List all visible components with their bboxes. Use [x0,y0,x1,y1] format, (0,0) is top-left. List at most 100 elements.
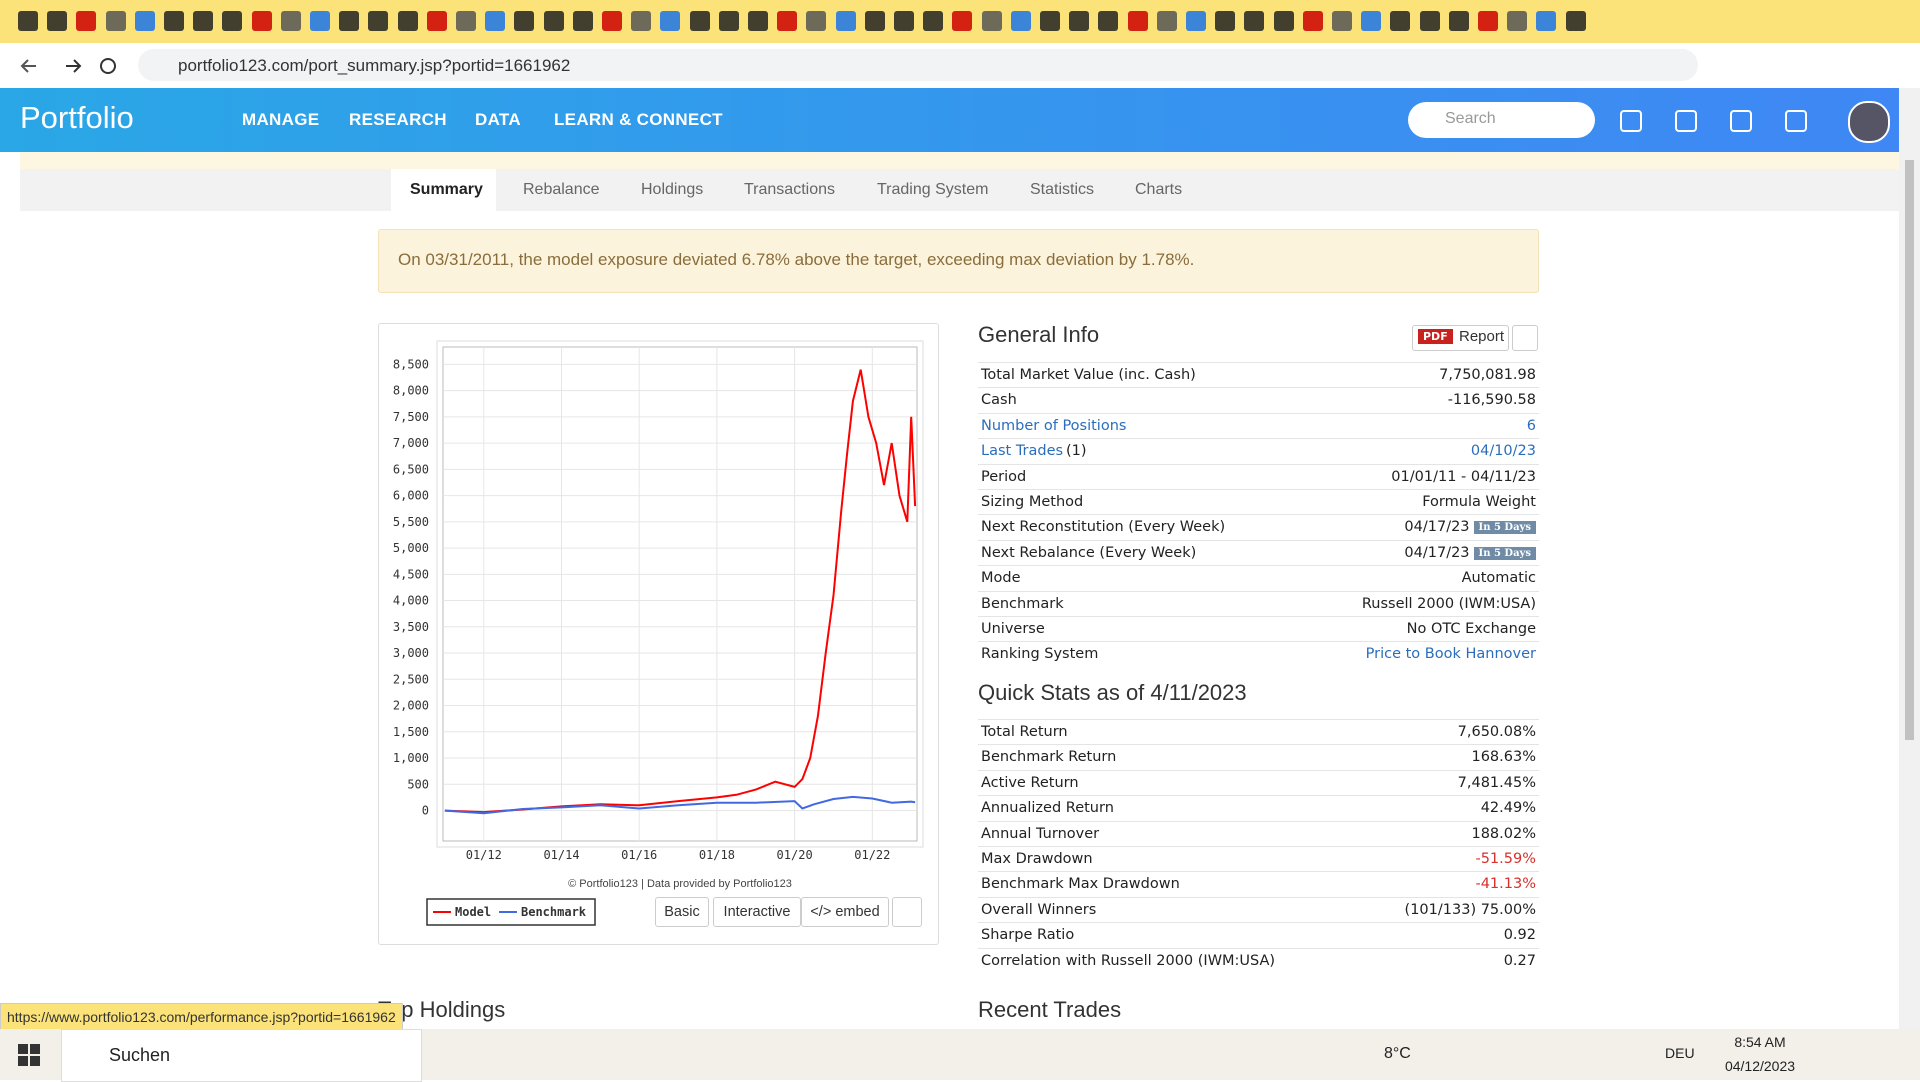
header-icon[interactable] [1785,110,1807,132]
header-icon[interactable] [1730,110,1752,132]
clock-time[interactable]: 8:54 AM [1734,1034,1786,1050]
weather[interactable]: 8°C [1384,1045,1411,1062]
active-tab[interactable] [391,169,496,211]
row-label[interactable]: Last Trades [981,443,1064,460]
browser-tab-icon[interactable] [864,11,885,31]
browser-tab-icon[interactable] [952,11,973,31]
language[interactable]: DEU [1665,1045,1695,1061]
browser-tab-icon[interactable] [1361,11,1382,31]
row-value[interactable]: 6 [1527,418,1536,434]
browser-tab-icon[interactable] [1186,11,1206,31]
browser-tab-icon[interactable] [1448,11,1469,31]
value-text[interactable]: 04/10/23 [1470,443,1536,460]
browser-tab-icon[interactable] [1156,11,1177,31]
browser-tab-icon[interactable] [1390,11,1411,31]
browser-tab-icon[interactable] [602,11,622,31]
start-button[interactable] [18,1044,40,1066]
nav-item[interactable]: LEARN & CONNECT [554,110,723,129]
row-value[interactable]: Price to Book Hannover [1366,646,1536,662]
browser-tab-icon[interactable] [76,11,97,31]
browser-tab-icon[interactable] [572,11,593,31]
header-icon[interactable] [1620,110,1642,132]
taskbar-search-label[interactable]: Suchen [109,1045,171,1065]
browser-tab-icon[interactable] [1332,11,1352,31]
browser-tab-icon[interactable] [923,11,944,31]
browser-tab-icon[interactable] [1040,11,1060,31]
browser-tab-icon[interactable] [310,11,330,31]
tab[interactable]: Summary [410,181,483,198]
browser-tab-icon[interactable] [835,11,856,31]
tab[interactable]: Charts [1135,181,1183,198]
browser-tab-icon[interactable] [339,11,360,31]
browser-tab-icon[interactable] [514,11,535,31]
report-label[interactable]: Report [1459,328,1505,345]
browser-tab-icon[interactable] [777,11,798,31]
browser-tab-icon[interactable] [1419,11,1440,31]
tab[interactable]: Trading System [877,181,989,198]
browser-tab-icon[interactable] [1565,11,1586,31]
browser-tab-icon[interactable] [1478,11,1498,31]
logo[interactable]: Portfolio [20,100,134,135]
omnibox[interactable] [138,49,1698,81]
download-button[interactable] [892,897,922,927]
browser-tab-icon[interactable] [397,11,418,31]
browser-tab-icon[interactable] [193,11,214,31]
browser-tab-icon[interactable] [1244,11,1265,31]
browser-tab-icon[interactable] [485,11,506,31]
avatar[interactable] [1848,101,1890,143]
row-value[interactable]: 04/10/23 [1471,443,1536,459]
browser-tab-icon[interactable] [1010,11,1031,31]
nav-item[interactable]: MANAGE [242,110,320,129]
report-button[interactable] [1412,325,1509,351]
url[interactable]: portfolio123.com/port_summary.jsp?portid… [178,56,571,75]
browser-tab-icon[interactable] [368,11,389,31]
browser-tab-icon[interactable] [1069,11,1090,31]
browser-tab-icon[interactable] [456,11,476,31]
browser-tab-icon[interactable] [222,11,243,31]
search-placeholder[interactable]: Search [1445,110,1496,127]
browser-tab-icon[interactable] [1507,11,1528,31]
browser-tab-icon[interactable] [718,11,739,31]
nav-buttons[interactable] [14,51,134,81]
browser-tab-icon[interactable] [280,11,301,31]
browser-tab-icon[interactable] [1098,11,1119,31]
nav-item[interactable]: RESEARCH [349,110,447,129]
tab[interactable]: Statistics [1030,181,1095,198]
chart-button[interactable]: </> embed [801,897,889,927]
browser-tab-icon[interactable] [1127,11,1148,31]
browser-tab-icon[interactable] [251,11,272,31]
tab[interactable]: Transactions [744,181,835,198]
browser-tab-icon[interactable] [806,11,827,31]
browser-tab-icon[interactable] [18,11,38,31]
row-label[interactable]: Number of Positions [981,417,1127,434]
browser-tab-icon[interactable] [981,11,1002,31]
browser-tab-icon[interactable] [894,11,914,31]
clock-date[interactable]: 04/12/2023 [1724,1058,1796,1074]
chart-button[interactable]: Basic [655,897,709,927]
tab[interactable]: Holdings [641,181,704,198]
browser-tab-icon[interactable] [426,11,447,31]
browser-tab-icon[interactable] [1273,11,1294,31]
value-text[interactable]: Price to Book Hannover [1365,646,1536,663]
browser-tab-icon[interactable] [1215,11,1236,31]
browser-tab-icon[interactable] [134,11,155,31]
header-icon[interactable] [1675,110,1697,132]
taskbar-search[interactable] [61,1029,422,1082]
nav-item[interactable]: DATA [475,110,521,129]
scrollbar-thumb[interactable] [1905,160,1914,740]
tab[interactable]: Rebalance [523,181,600,198]
browser-tab-icon[interactable] [1536,11,1557,31]
settings-button[interactable] [1512,325,1538,351]
browser-tab-icon[interactable] [164,11,184,31]
search-box[interactable] [1408,102,1595,138]
browser-tab-icon[interactable] [689,11,710,31]
browser-tab-icon[interactable] [543,11,564,31]
browser-tab-icon[interactable] [47,11,68,31]
browser-tab-icon[interactable] [748,11,768,31]
browser-tab-icon[interactable] [660,11,681,31]
browser-tab-icon[interactable] [105,11,126,31]
browser-tab-icon[interactable] [1302,11,1323,31]
browser-tab-icon[interactable] [631,11,652,31]
chart-button[interactable]: Interactive [713,897,801,927]
value-text[interactable]: 6 [1526,417,1536,434]
